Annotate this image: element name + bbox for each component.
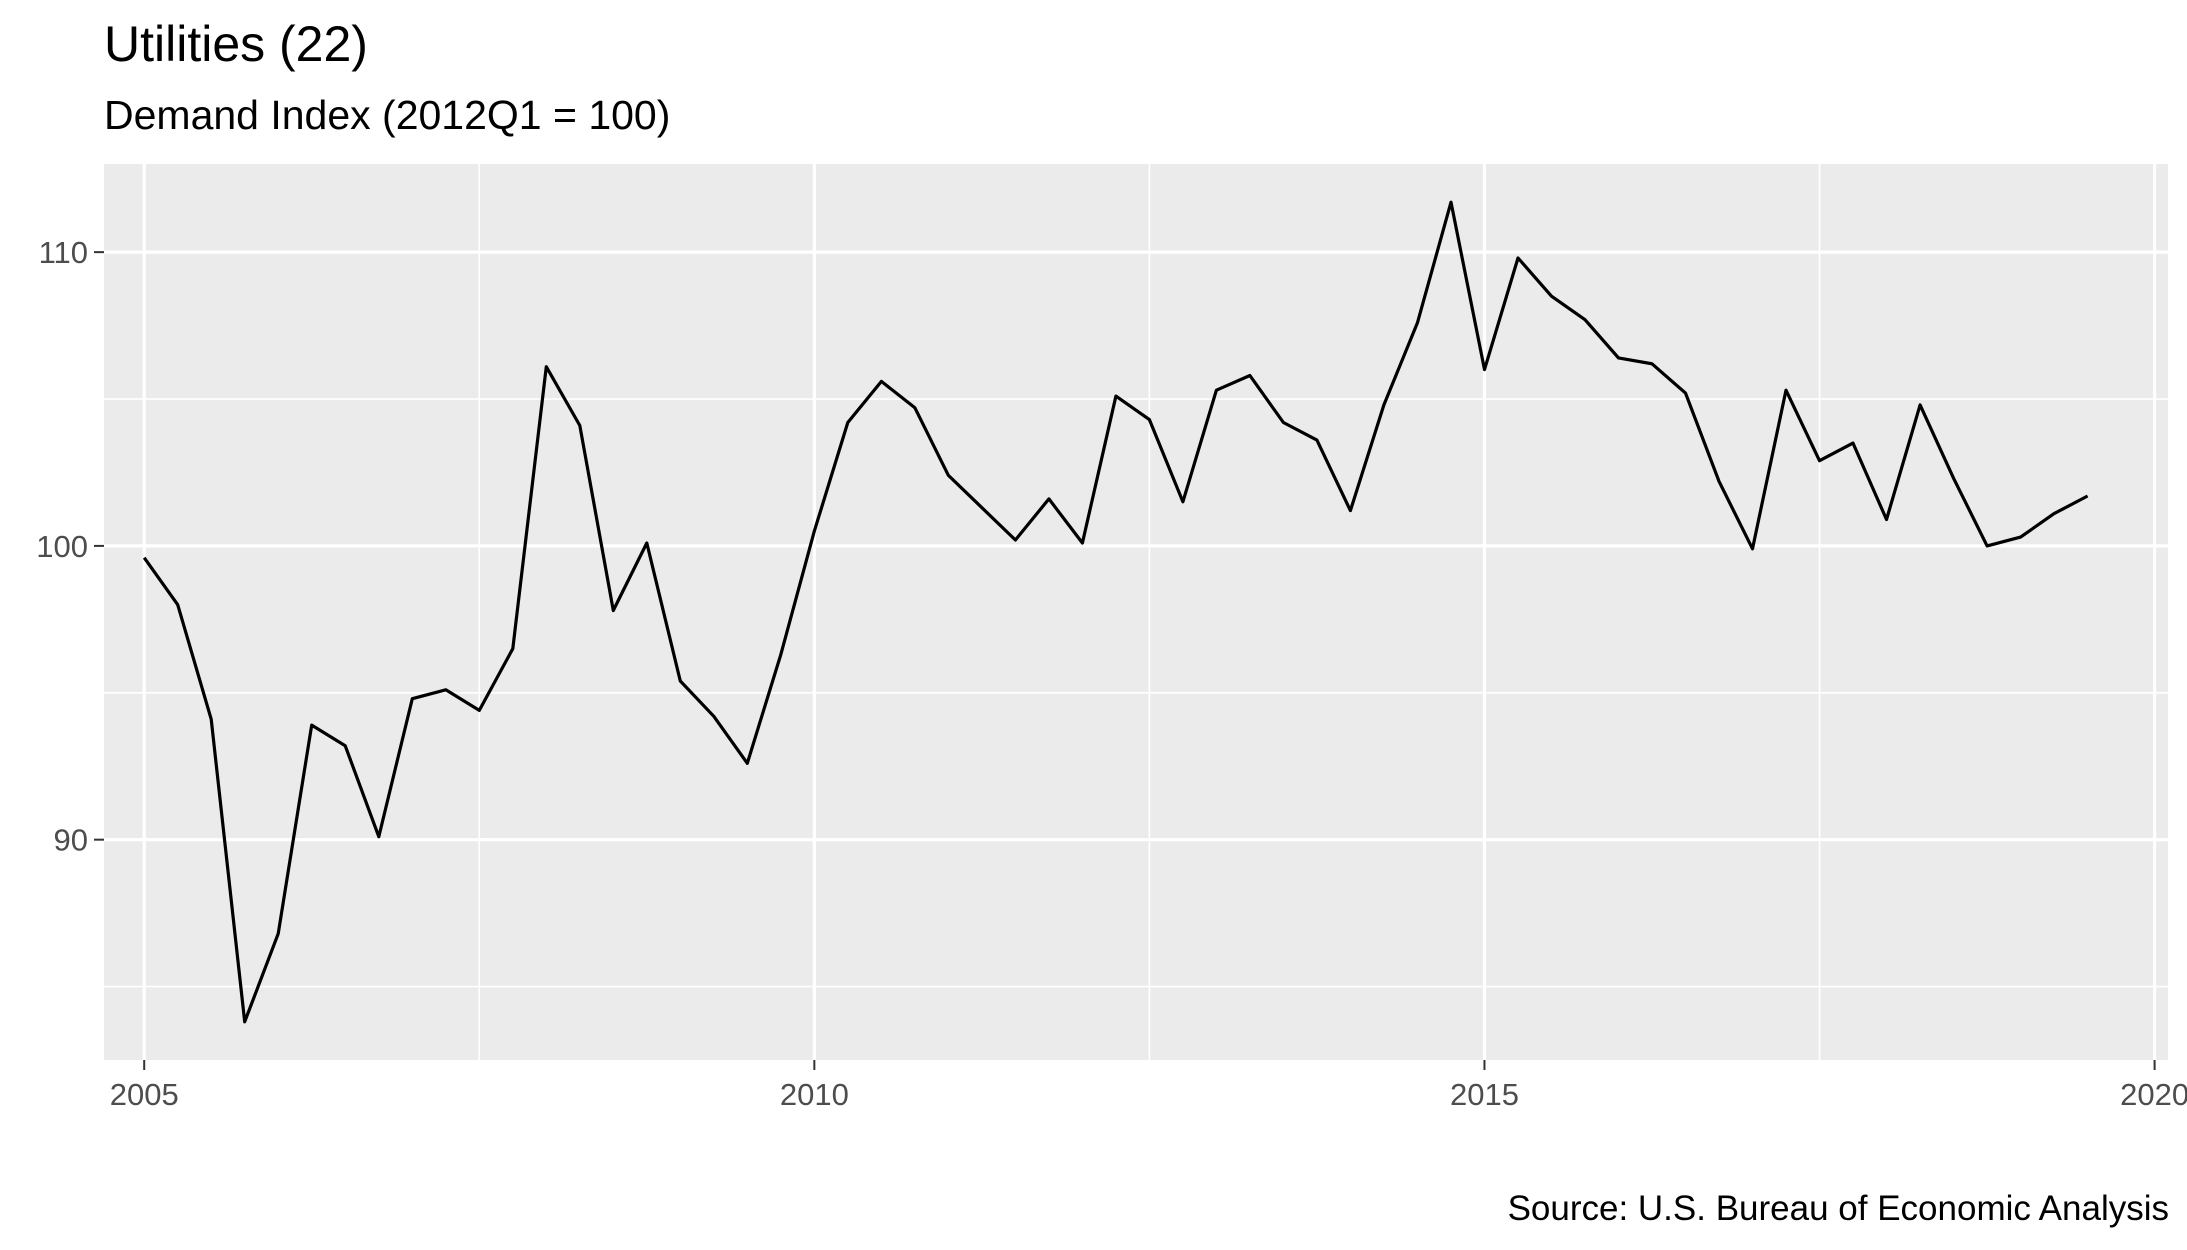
x-tick-label: 2015	[1450, 1077, 1519, 1112]
y-tick-label: 100	[36, 529, 88, 564]
source-caption: Source: U.S. Bureau of Economic Analysis	[1507, 1189, 2169, 1228]
series-line-0	[142, 200, 2089, 1024]
series-layer	[142, 200, 2089, 1024]
x-tick-label: 2010	[780, 1077, 849, 1112]
y-tick-label: 110	[39, 235, 88, 270]
y-tick-label: 90	[54, 823, 88, 858]
x-tick-label: 2005	[110, 1077, 179, 1112]
x-tick-label: 2020	[2120, 1077, 2187, 1112]
chart-title: Utilities (22)	[104, 16, 368, 72]
chart-subtitle: Demand Index (2012Q1 = 100)	[104, 92, 671, 138]
axes: 2005 2010 2015 2020 90 100 110	[36, 235, 2187, 1112]
plot-panel-background	[104, 164, 2168, 1060]
major-gridlines	[104, 164, 2168, 1060]
